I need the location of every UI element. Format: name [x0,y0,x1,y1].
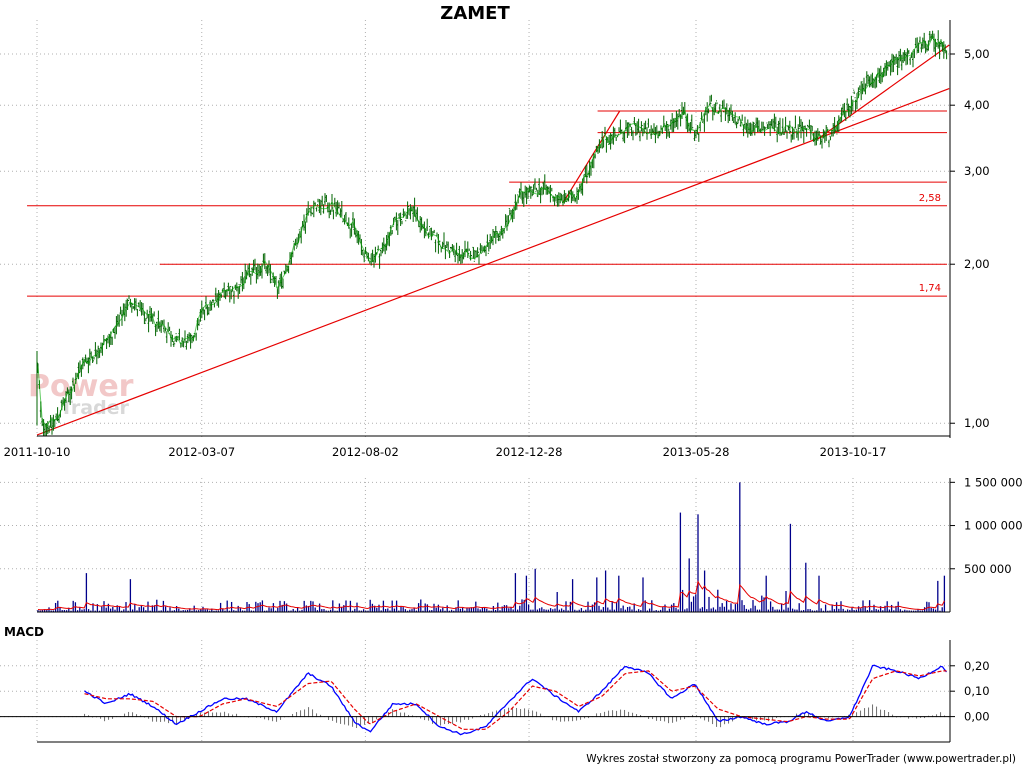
x-tick-label: 2012-03-07 [168,445,235,459]
volume-bars [37,482,946,612]
price-level-label: 1,74 [919,283,941,294]
chart-title: ZAMET [440,3,510,24]
footer-credit: Wykres został stworzony za pomocą progra… [586,753,1016,765]
macd-y-tick-label: 0,00 [964,710,990,724]
price-trendline [36,88,950,436]
watermark-trader: Trader [60,397,130,419]
price-trendline [562,110,621,203]
x-tick-label: 2013-05-28 [663,445,730,459]
macd-panel-label: MACD [4,625,44,639]
price-y-tick-label: 3,00 [964,164,990,178]
price-y-tick-label: 4,00 [964,98,990,112]
price-y-tick-label: 5,00 [964,47,990,61]
price-close-line [37,34,946,428]
volume-y-ticks: 500 000 1 000 000 1 500 000 [37,475,1023,613]
macd-y-tick-label: 0,20 [964,659,990,673]
macd-signal-line [84,670,947,730]
volume-y-tick-label: 1 500 000 [964,475,1023,489]
x-tick-label: 2013-10-17 [820,445,887,459]
macd-grid [0,640,950,742]
volume-grid [0,478,950,612]
price-grid [0,20,950,438]
date-x-ticks: 2011-10-10 2012-03-07 2012-08-02 2012-12-28… [4,445,887,459]
volume-y-tick-label: 500 000 [964,562,1012,576]
x-tick-label: 2012-08-02 [332,445,399,459]
price-level-label: 2,58 [919,193,941,204]
price-y-ticks: 1,00 2,00 3,00 4,00 5,00 [37,20,990,438]
macd-y-ticks: 0,00 0,10 0,20 [0,640,990,743]
price-y-tick-label: 1,00 [964,416,990,430]
watermark: Power Trader [28,369,134,419]
price-trendline [817,44,950,140]
x-tick-label: 2011-10-10 [4,445,71,459]
x-tick-label: 2012-12-28 [496,445,563,459]
macd-line [84,664,947,736]
volume-average-line [37,580,945,611]
volume-y-tick-label: 1 000 000 [964,519,1023,533]
price-y-tick-label: 2,00 [964,257,990,271]
price-levels: 2,58 1,74 [27,110,947,297]
macd-y-tick-label: 0,10 [964,684,990,698]
price-candles [36,30,948,437]
watermark-power: Power [28,369,134,404]
price-trendlines [36,44,950,436]
